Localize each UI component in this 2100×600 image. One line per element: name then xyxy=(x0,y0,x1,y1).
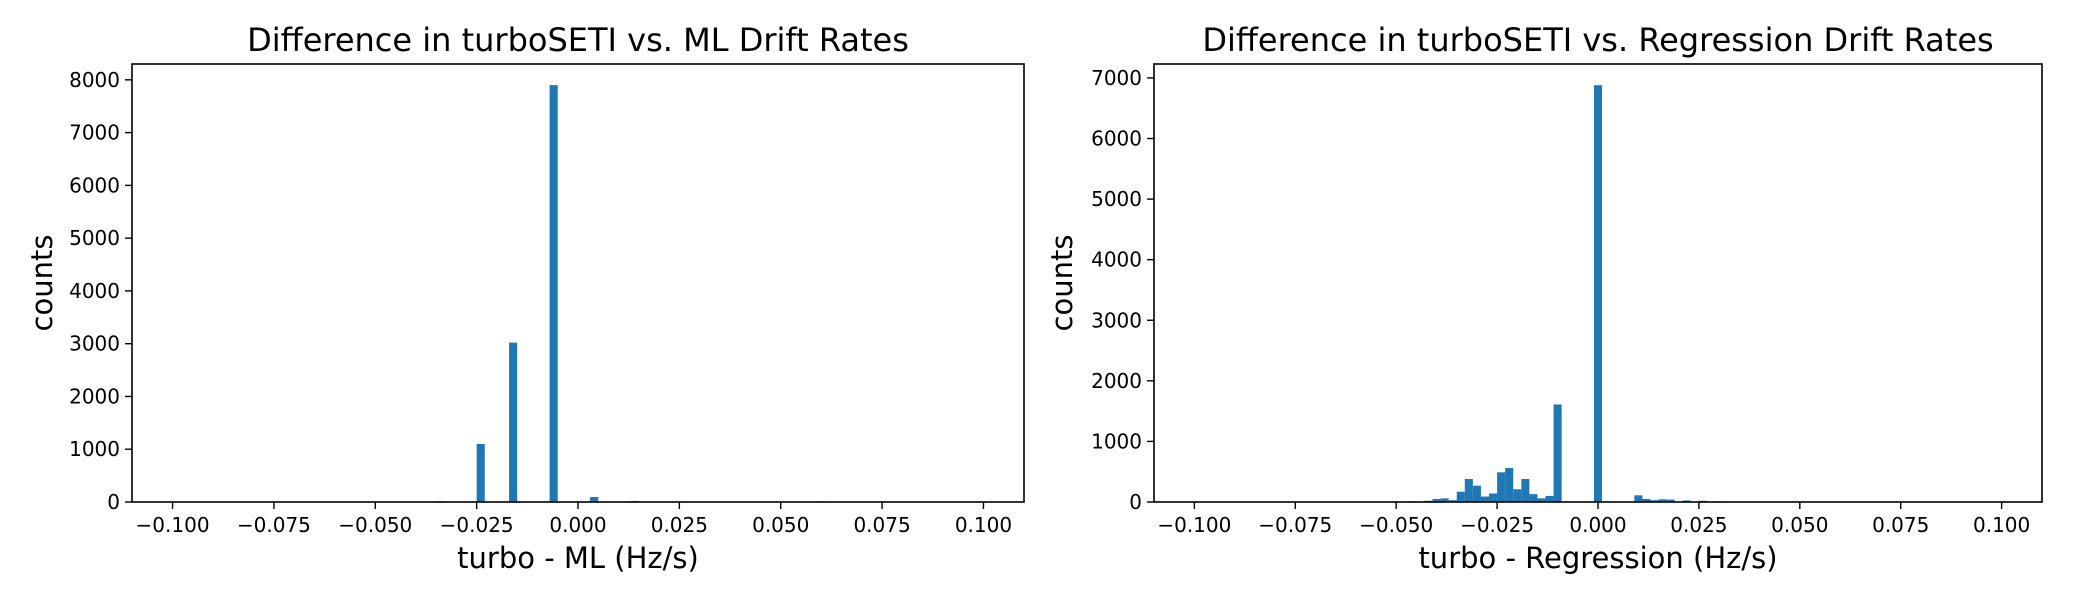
histogram-bar xyxy=(1456,491,1465,502)
plot-frame xyxy=(131,63,1025,503)
histogram-bar xyxy=(1545,495,1554,502)
x-tick-label: 0.100 xyxy=(955,513,1012,537)
regression-drift-difference-chart: Difference in turboSETI vs. Regression D… xyxy=(1045,21,2043,575)
histogram-bar xyxy=(1537,498,1546,502)
histogram-bars xyxy=(403,85,874,503)
y-axis-label: counts xyxy=(25,235,59,332)
x-tick-label: −0.050 xyxy=(1359,513,1433,537)
histogram-bar xyxy=(1513,489,1522,502)
y-tick-label: 7000 xyxy=(1091,66,1142,90)
histogram-bar xyxy=(1634,495,1643,502)
x-tick-label: 0.075 xyxy=(1872,513,1929,537)
y-tick-label: 6000 xyxy=(1091,127,1142,151)
y-tick-label: 3000 xyxy=(69,332,120,356)
y-tick-label: 5000 xyxy=(1091,187,1142,211)
x-tick-label: 0.050 xyxy=(752,513,809,537)
ml-drift-difference-chart: Difference in turboSETI vs. ML Drift Rat… xyxy=(25,21,1025,575)
histogram-bars xyxy=(1392,85,1724,502)
y-tick-label: 5000 xyxy=(69,226,120,250)
histogram-bar xyxy=(1529,494,1538,502)
x-axis-label: turbo - Regression (Hz/s) xyxy=(1418,541,1777,575)
histogram-bar xyxy=(1480,496,1490,502)
x-tick-label: −0.025 xyxy=(440,513,514,537)
histogram-bar xyxy=(509,342,518,502)
x-tick-label: −0.025 xyxy=(1460,513,1534,537)
chart-title: Difference in turboSETI vs. ML Drift Rat… xyxy=(247,21,909,59)
x-tick-label: 0.000 xyxy=(1569,513,1626,537)
y-tick-label: 7000 xyxy=(69,121,120,145)
y-tick-label: 4000 xyxy=(69,279,120,303)
histogram-bar xyxy=(1432,498,1441,502)
histogram-bar xyxy=(1593,85,1603,502)
y-axis-ticks: 0 1000 2000 3000 4000 5000 6000 7000 xyxy=(1091,66,1154,514)
histogram-bar xyxy=(1521,478,1530,502)
chart-title: Difference in turboSETI vs. Regression D… xyxy=(1202,21,1993,59)
x-tick-label: 0.100 xyxy=(1973,513,2030,537)
histogram-bar xyxy=(1666,499,1675,502)
x-tick-label: 0.025 xyxy=(1670,513,1727,537)
histogram-bar xyxy=(1497,472,1506,502)
histogram-bar xyxy=(476,443,485,502)
histogram-bar xyxy=(1464,478,1473,502)
histogram-bar xyxy=(1448,500,1457,502)
y-tick-label: 4000 xyxy=(1091,248,1142,272)
y-tick-label: 8000 xyxy=(69,68,120,92)
x-tick-label: 0.050 xyxy=(1771,513,1828,537)
histogram-bar xyxy=(549,85,558,503)
histogram-bar xyxy=(1472,485,1481,502)
x-tick-label: −0.075 xyxy=(1258,513,1332,537)
y-tick-label: 0 xyxy=(1129,490,1142,514)
histogram-bar xyxy=(1642,498,1651,502)
x-axis-label: turbo - ML (Hz/s) xyxy=(457,541,699,575)
histogram-bar xyxy=(1553,404,1562,502)
histogram-bar xyxy=(1650,500,1659,502)
y-axis-label: counts xyxy=(1045,235,1079,332)
y-tick-label: 0 xyxy=(107,490,120,514)
x-tick-label: 0.000 xyxy=(549,513,606,537)
y-tick-label: 2000 xyxy=(1091,369,1142,393)
y-tick-label: 6000 xyxy=(69,173,120,197)
x-tick-label: −0.050 xyxy=(338,513,412,537)
x-axis-ticks: −0.100 −0.075 −0.050 −0.025 0.000 0.025 0.050 0… xyxy=(1157,502,2030,537)
y-tick-label: 1000 xyxy=(69,437,120,461)
x-tick-label: −0.100 xyxy=(136,513,210,537)
plot-frame xyxy=(1153,63,2043,503)
x-tick-label: 0.025 xyxy=(651,513,708,537)
histogram-bar xyxy=(1505,468,1514,502)
x-tick-label: −0.100 xyxy=(1157,513,1231,537)
y-axis-ticks: 0 1000 2000 3000 4000 5000 6000 7000 8000 xyxy=(69,68,132,514)
y-tick-label: 1000 xyxy=(1091,429,1142,453)
x-tick-label: 0.075 xyxy=(853,513,910,537)
histogram-bar xyxy=(1440,498,1449,502)
histogram-bar xyxy=(1658,499,1667,502)
y-tick-label: 3000 xyxy=(1091,308,1142,332)
x-axis-ticks: −0.100 −0.075 −0.050 −0.025 0.000 0.025 0.050 0… xyxy=(136,502,1012,537)
histogram-bar xyxy=(590,496,599,502)
x-tick-label: −0.075 xyxy=(237,513,311,537)
histogram-bar xyxy=(1489,493,1498,502)
y-tick-label: 2000 xyxy=(69,384,120,408)
